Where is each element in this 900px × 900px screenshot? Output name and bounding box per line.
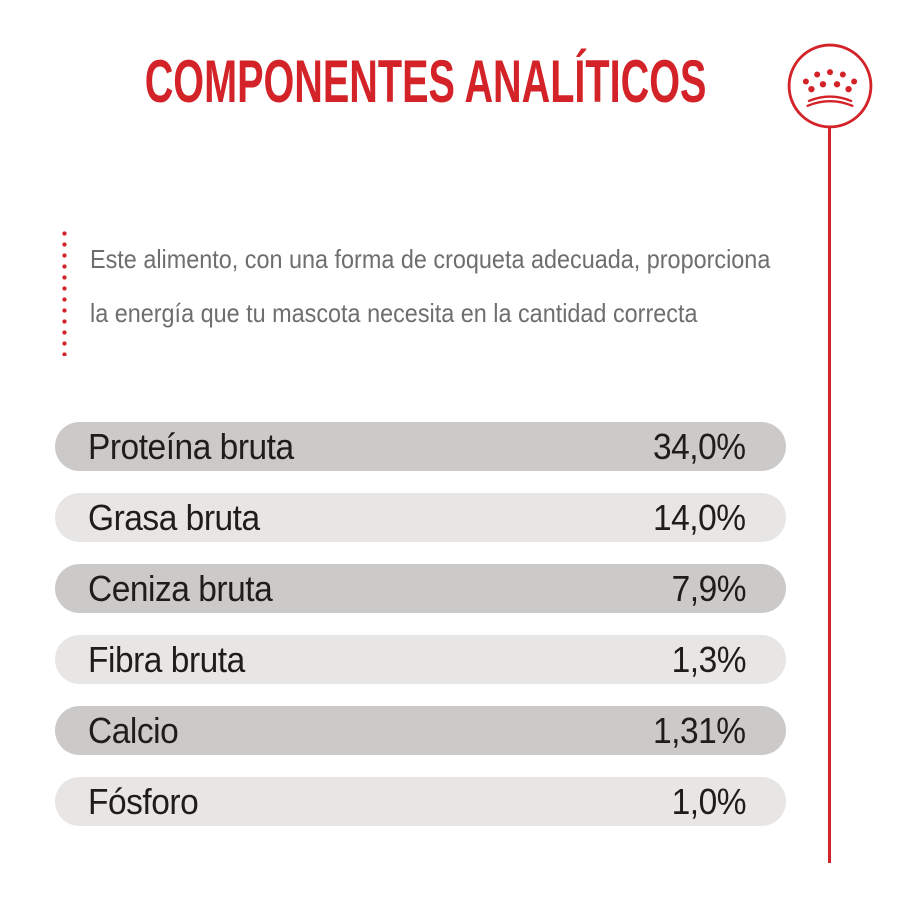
row-label: Fibra bruta (88, 638, 245, 680)
row-label: Ceniza bruta (88, 567, 273, 609)
intro-paragraph: Este alimento, con una forma de croqueta… (90, 232, 846, 340)
table-row: Ceniza bruta 7,9% (55, 564, 786, 613)
table-row: Grasa bruta 14,0% (55, 493, 786, 542)
table-row: Fósforo 1,0% (55, 777, 786, 826)
row-value: 1,0% (671, 780, 747, 822)
row-label: Grasa bruta (88, 496, 260, 538)
royal-canin-crown-icon (786, 42, 874, 130)
row-value: 34,0% (653, 425, 746, 467)
row-label: Calcio (88, 709, 179, 751)
intro-line-1: Este alimento, con una forma de croqueta… (90, 244, 771, 274)
row-value: 1,31% (653, 709, 746, 751)
row-label: Fósforo (88, 780, 199, 822)
analytical-components-table: Proteína bruta 34,0% Grasa bruta 14,0% C… (55, 422, 786, 826)
crown-icon-svg (787, 43, 873, 129)
page-title-text: COMPONENTES ANALÍTICOS (145, 48, 707, 115)
row-label: Proteína bruta (88, 425, 294, 467)
table-row: Fibra bruta 1,3% (55, 635, 786, 684)
dotted-accent-line (62, 228, 67, 356)
page-title: COMPONENTES ANALÍTICOS (0, 52, 852, 112)
table-row: Calcio 1,31% (55, 706, 786, 755)
intro-line-2: la energía que tu mascota necesita en la… (90, 298, 698, 328)
row-value: 1,3% (671, 638, 747, 680)
row-value: 7,9% (671, 567, 747, 609)
table-row: Proteína bruta 34,0% (55, 422, 786, 471)
vertical-divider-line (828, 127, 831, 863)
row-value: 14,0% (653, 496, 746, 538)
